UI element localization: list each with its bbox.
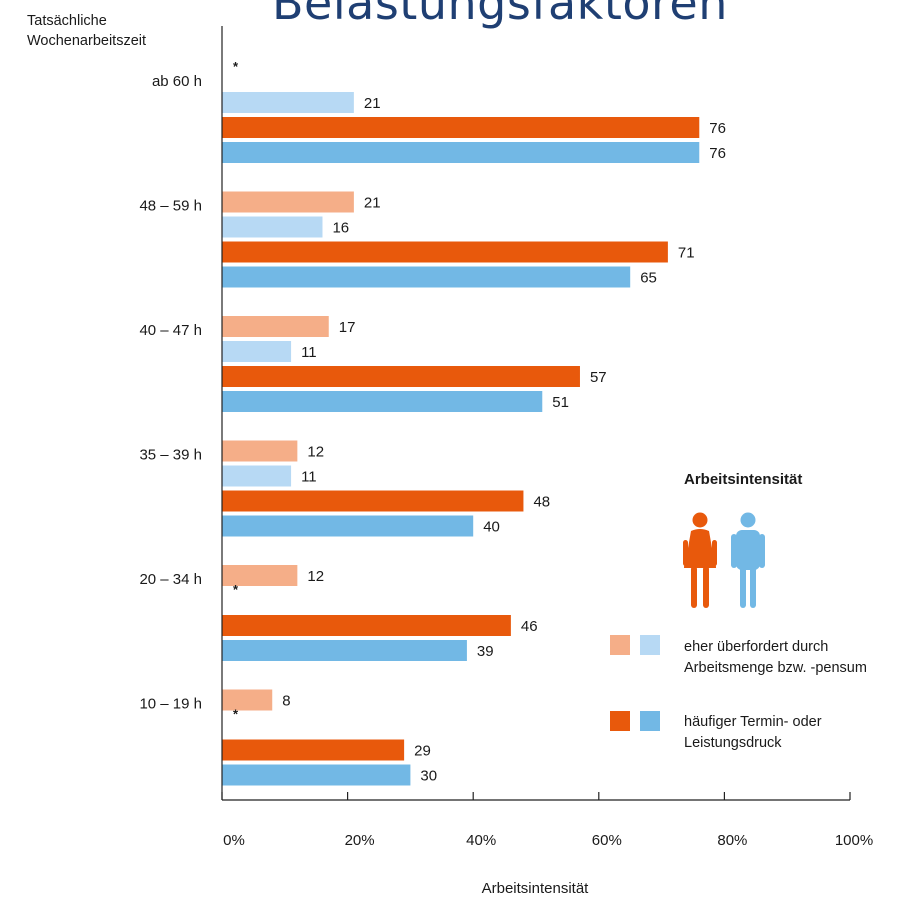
bar xyxy=(222,391,543,412)
data-label: 12 xyxy=(307,568,324,585)
bar xyxy=(222,92,354,113)
category-label: 20 – 34 h xyxy=(139,571,202,588)
data-label: 21 xyxy=(364,195,381,212)
bar xyxy=(222,640,467,661)
bar xyxy=(222,689,273,711)
missing-value-marker: * xyxy=(233,59,239,74)
bar xyxy=(222,490,524,512)
man-icon xyxy=(731,512,765,608)
y-axis-title-line-1: Tatsächliche xyxy=(27,13,107,29)
bar xyxy=(222,366,580,387)
bar xyxy=(222,191,354,213)
category-label: 48 – 59 h xyxy=(139,198,202,215)
bar xyxy=(222,565,298,586)
category-label: 10 – 19 h xyxy=(139,696,202,713)
bar xyxy=(222,316,329,337)
data-label: 57 xyxy=(590,369,607,386)
x-axis: 0% 20% 40% 60% 80% 100% xyxy=(221,26,873,849)
data-label: 8 xyxy=(282,693,290,710)
data-label: 71 xyxy=(678,245,695,262)
bar xyxy=(222,764,411,786)
x-tick-label: 40% xyxy=(466,832,496,849)
bars-layer xyxy=(222,92,700,786)
y-axis-title: Tatsächliche Wochenarbeitszeit xyxy=(27,11,146,51)
bar xyxy=(222,117,700,138)
x-tick-label: 60% xyxy=(592,832,622,849)
bar xyxy=(222,615,511,636)
page-title: Belastungsfaktoren xyxy=(272,0,728,30)
legend-entry-pressure-line-2: Leistungsdruck xyxy=(684,735,782,751)
data-label: 29 xyxy=(414,743,431,760)
data-label: 46 xyxy=(521,618,538,635)
data-label: 30 xyxy=(420,768,437,785)
legend-entry-pressure: häufiger Termin- oder Leistungsdruck xyxy=(684,712,822,754)
legend-entry-overload-line-2: Arbeitsmenge bzw. -pensum xyxy=(684,660,867,676)
bar xyxy=(222,216,323,238)
data-label: 16 xyxy=(332,220,349,237)
x-tick-label: 0% xyxy=(223,832,245,849)
legend-entry-overload-line-1: eher überfordert durch xyxy=(684,639,829,655)
x-axis-title: Arbeitsintensität xyxy=(481,880,589,897)
data-label: 21 xyxy=(364,95,381,112)
data-label: 76 xyxy=(709,145,726,162)
bar xyxy=(222,465,292,487)
labels-layer: ab 60 h * 21 76 76 48 – 59 h 21 16 71 65 40 – 47 h… xyxy=(139,59,726,785)
bar xyxy=(222,515,474,537)
data-label: 11 xyxy=(301,469,317,486)
data-label: 48 xyxy=(533,494,550,511)
bar xyxy=(222,440,298,462)
legend-title: Arbeitsintensität xyxy=(684,471,803,488)
missing-value-marker: * xyxy=(233,707,239,722)
legend-entry-overload: eher überfordert durch Arbeitsmenge bzw.… xyxy=(684,637,867,679)
category-label: 35 – 39 h xyxy=(139,447,202,464)
woman-icon xyxy=(683,512,717,608)
legend-entry-pressure-line-1: häufiger Termin- oder xyxy=(684,714,822,730)
data-label: 65 xyxy=(640,270,657,287)
x-tick-label: 20% xyxy=(345,832,375,849)
y-axis-title-line-2: Wochenarbeitszeit xyxy=(27,33,147,49)
category-label: ab 60 h xyxy=(152,73,202,90)
category-label: 40 – 47 h xyxy=(139,322,202,339)
x-tick-label: 80% xyxy=(717,832,747,849)
bar xyxy=(222,739,405,761)
bar xyxy=(222,241,668,263)
data-label: 51 xyxy=(552,394,569,411)
bar xyxy=(222,266,631,288)
x-tick-label: 100% xyxy=(835,832,873,849)
legend-swatch-pressure-male xyxy=(640,711,660,731)
data-label: 76 xyxy=(709,120,726,137)
bar xyxy=(222,142,700,163)
bar xyxy=(222,341,292,362)
legend-icons xyxy=(683,512,765,608)
legend-swatch-overload-female xyxy=(610,635,630,655)
legend-swatch-pressure-female xyxy=(610,711,630,731)
data-label: 11 xyxy=(301,344,317,361)
legend-swatch-overload-male xyxy=(640,635,660,655)
missing-value-marker: * xyxy=(233,582,239,597)
data-label: 12 xyxy=(307,444,324,461)
data-label: 39 xyxy=(477,643,494,660)
data-label: 40 xyxy=(483,519,500,536)
data-label: 17 xyxy=(339,319,356,336)
